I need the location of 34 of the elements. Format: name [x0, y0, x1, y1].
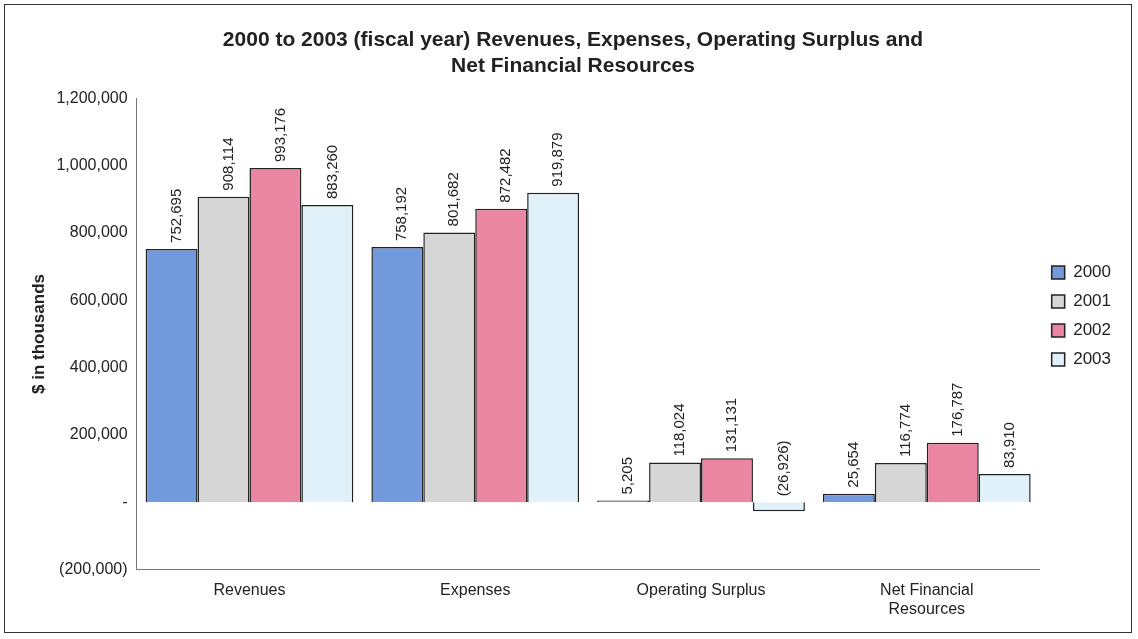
y-tick-label: 400,000 [69, 358, 128, 376]
y-axis-title: $ in thousands [28, 274, 48, 394]
data-label: 883,260 [322, 144, 340, 200]
data-label: 83,910 [999, 422, 1017, 469]
x-tick-label: Net Financial Resources [880, 580, 974, 617]
data-label: 908,114 [218, 137, 236, 191]
x-tick-label: Operating Surplus [636, 580, 766, 598]
y-tick-label: (200,000) [59, 560, 128, 578]
data-label: 752,695 [166, 188, 184, 243]
data-label: 993,176 [270, 107, 288, 163]
data-label: 118,024 [670, 403, 688, 457]
chart-title: 2000 to 2003 (fiscal year) Revenues, Expenses, Operating Surplus and Net Financial Resources [222, 27, 924, 76]
legend-label: 2000 [1073, 262, 1112, 282]
data-label: 872,482 [496, 148, 514, 203]
data-label: 919,879 [548, 132, 566, 187]
x-tick-label: Revenues [213, 580, 286, 598]
data-label: 116,774 [895, 403, 913, 457]
y-tick-label: 800,000 [69, 223, 128, 241]
y-tick-label: 1,000,000 [56, 156, 128, 174]
legend-label: 2003 [1073, 349, 1112, 369]
y-tick-label: 600,000 [69, 290, 128, 308]
y-tick-label: 200,000 [69, 425, 128, 443]
y-tick-label: - [122, 492, 128, 510]
legend-label: 2002 [1073, 320, 1112, 340]
data-label: 5,205 [618, 456, 636, 495]
data-label: 176,787 [947, 382, 965, 437]
x-tick-label: Expenses [440, 580, 511, 598]
y-tick-label: 1,200,000 [56, 88, 128, 106]
data-label: 25,654 [844, 441, 862, 488]
data-label: 131,131 [722, 397, 740, 453]
data-label: 758,192 [392, 186, 410, 242]
data-label: (26,926) [774, 440, 792, 497]
legend-label: 2001 [1073, 291, 1112, 311]
data-label: 801,682 [444, 172, 462, 227]
